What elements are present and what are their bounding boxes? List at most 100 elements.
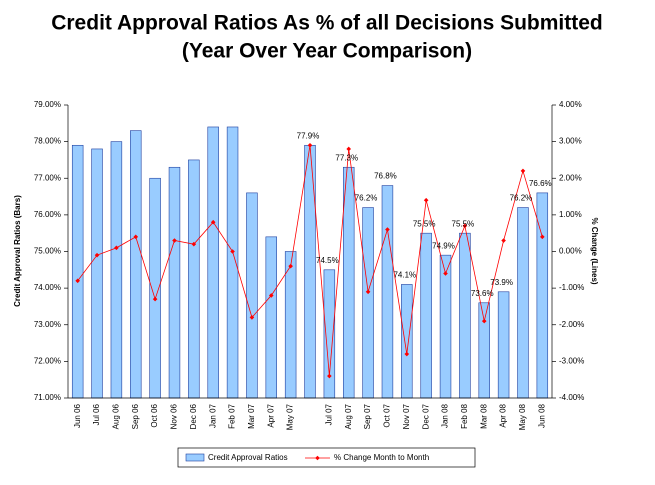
y-tick-label: 74.00% xyxy=(34,283,61,292)
bar xyxy=(207,126,219,399)
data-label: 75.5% xyxy=(452,219,475,228)
y-tick-label: 78.00% xyxy=(34,137,61,146)
y-axis-title: Credit Approval Ratios (Bars) xyxy=(13,195,22,307)
x-tick-label: Dec 07 xyxy=(421,403,430,429)
line-marker xyxy=(365,289,371,295)
x-tick-label: Jan 08 xyxy=(441,403,450,428)
y2-tick-label: -4.00% xyxy=(559,393,584,402)
y-tick-label: 77.00% xyxy=(34,173,61,182)
data-label: 76.2% xyxy=(510,194,533,203)
x-tick-label: Oct 06 xyxy=(150,403,159,427)
x-tick-label: Jun 06 xyxy=(73,403,82,428)
x-tick-label: Jul 06 xyxy=(92,403,101,425)
y-tick-label: 76.00% xyxy=(34,210,61,219)
bar xyxy=(71,144,84,399)
line-marker xyxy=(210,219,216,225)
line-marker xyxy=(133,234,139,240)
bar xyxy=(246,192,258,399)
y-tick-label: 79.00% xyxy=(34,100,61,109)
line-marker xyxy=(327,373,332,379)
line-marker xyxy=(481,318,487,324)
data-label: 76.6% xyxy=(529,179,552,188)
y2-tick-label: -2.00% xyxy=(559,320,584,329)
bar xyxy=(168,166,181,399)
data-label: 73.9% xyxy=(490,278,513,287)
data-label: 77.9% xyxy=(297,131,320,140)
y2-tick-label: -1.00% xyxy=(559,283,584,292)
x-tick-label: Jul 07 xyxy=(324,403,333,425)
data-label: 77.3% xyxy=(335,153,358,162)
bar xyxy=(110,141,123,399)
chart-subtitle: (Year Over Year Comparison) xyxy=(182,40,472,63)
line-marker xyxy=(423,197,429,203)
chart-title: Credit Approval Ratios As % of all Decis… xyxy=(51,12,603,35)
x-tick-label: Oct 07 xyxy=(383,403,392,427)
bar xyxy=(284,251,297,399)
data-label: 76.8% xyxy=(374,172,397,181)
y-tick-label: 72.00% xyxy=(34,356,61,365)
line-marker xyxy=(249,315,255,320)
data-label: 74.1% xyxy=(393,271,416,280)
line-marker xyxy=(540,234,545,240)
line-marker xyxy=(443,271,448,276)
line-marker xyxy=(520,168,526,174)
x-tick-label: Nov 07 xyxy=(402,403,411,429)
x-tick-label: Aug 07 xyxy=(344,403,353,429)
x-tick-label: Sep 07 xyxy=(363,403,372,429)
legend-marker xyxy=(315,455,320,461)
line-marker xyxy=(501,238,506,243)
line-marker xyxy=(288,263,293,269)
bar xyxy=(381,185,394,399)
y-tick-label: 73.00% xyxy=(34,320,61,329)
y2-tick-label: 0.00% xyxy=(559,247,582,256)
x-tick-label: Mar 08 xyxy=(479,403,488,428)
x-tick-label: Dec 06 xyxy=(189,403,198,429)
legend-swatch xyxy=(185,453,205,462)
bar xyxy=(517,207,529,399)
line-marker xyxy=(191,241,197,247)
y-tick-label: 71.00% xyxy=(34,393,61,402)
line-marker xyxy=(172,238,177,243)
y2-tick-label: -3.00% xyxy=(559,356,584,365)
y2-tick-label: 2.00% xyxy=(559,173,582,182)
line-marker xyxy=(94,252,100,258)
x-tick-label: Apr 07 xyxy=(266,403,275,427)
line-marker xyxy=(404,351,410,357)
line-marker xyxy=(462,223,468,229)
x-tick-label: Feb 08 xyxy=(460,403,469,428)
bar xyxy=(188,159,200,399)
data-label: 74.9% xyxy=(432,241,455,250)
data-label: 75.5% xyxy=(413,219,436,228)
x-tick-label: Apr 08 xyxy=(499,403,508,427)
x-tick-label: Jun 08 xyxy=(537,403,546,428)
y2-tick-label: 3.00% xyxy=(559,137,582,146)
bar xyxy=(478,302,490,399)
x-tick-label: May 08 xyxy=(518,403,527,430)
line-marker xyxy=(268,293,274,298)
bar xyxy=(226,126,239,399)
bar xyxy=(342,166,355,399)
x-tick-label: Mar 07 xyxy=(247,403,256,428)
bar xyxy=(420,232,432,399)
line-marker xyxy=(152,296,158,302)
x-tick-label: Sep 06 xyxy=(131,403,140,429)
line-marker xyxy=(75,278,80,284)
x-tick-label: Feb 07 xyxy=(228,403,237,428)
legend-label: Credit Approval Ratios xyxy=(208,453,288,462)
legend-box xyxy=(177,447,476,468)
x-tick-label: Nov 06 xyxy=(170,403,179,429)
x-tick-label: Jan 07 xyxy=(208,403,217,428)
legend-label: % Change Month to Month xyxy=(334,453,429,462)
y2-tick-label: 4.00% xyxy=(559,100,582,109)
bar xyxy=(401,284,413,399)
line-marker xyxy=(307,142,313,148)
x-tick-label: May 07 xyxy=(286,403,295,430)
bar xyxy=(304,144,316,399)
bar xyxy=(459,232,471,399)
bar xyxy=(439,254,452,399)
bar xyxy=(497,291,510,399)
data-label: 74.5% xyxy=(316,256,339,265)
data-label: 73.6% xyxy=(471,289,494,298)
bar xyxy=(91,148,103,399)
